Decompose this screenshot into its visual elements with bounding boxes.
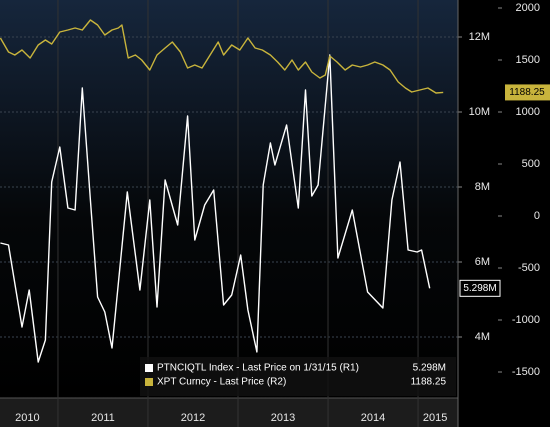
series-layer	[0, 19, 444, 363]
legend-value: 1188.25	[411, 377, 447, 388]
axis-background	[458, 0, 550, 427]
legend-box	[140, 357, 456, 396]
legend-label: XPT Curncy - Last Price (R2)	[157, 377, 286, 388]
legend-swatch	[145, 378, 153, 386]
grid	[0, 0, 458, 427]
y-tick-label: 12M	[469, 31, 490, 43]
y2-tick-label: -1500	[512, 366, 540, 378]
x-tick-label: 2015	[423, 412, 447, 424]
legend-label: PTNCIQTL Index - Last Price on 1/31/15 (…	[157, 363, 359, 374]
y2-tick-label: 500	[522, 158, 540, 170]
x-tick-label: 2014	[361, 412, 385, 424]
y2-tick-label: 1000	[516, 106, 540, 118]
y2-tick-label: -1000	[512, 314, 540, 326]
axes: 4M 6M 8M 10M 12M -1500 -1000 -500 0 500 1000 1500 20…	[15, 0, 550, 427]
legend-swatch	[145, 364, 153, 372]
series-line	[0, 54, 431, 363]
last-value-flag	[459, 279, 501, 297]
last-value-label: 1188.25	[509, 87, 545, 98]
y2-tick-label: -500	[518, 262, 540, 274]
y-tick-label: 10M	[469, 106, 490, 118]
x-tick-label: 2010	[15, 412, 39, 424]
y2-tick-label: 2000	[516, 2, 540, 14]
x-tick-label: 2011	[91, 412, 115, 424]
y-tick-label: 6M	[475, 256, 490, 268]
y2-tick-label: 1500	[516, 54, 540, 66]
y2-tick-label: 0	[534, 210, 540, 222]
x-axis-band	[0, 398, 458, 427]
x-tick-label: 2012	[181, 412, 205, 424]
legend: PTNCIQTL Index - Last Price on 1/31/15 (…	[140, 357, 456, 396]
x-tick-label: 2013	[271, 412, 295, 424]
y-tick-label: 4M	[475, 331, 490, 343]
last-value-label: 5.298M	[463, 283, 496, 294]
series-line	[0, 19, 444, 94]
last-value-flag	[505, 84, 550, 101]
y-tick-label: 8M	[475, 181, 490, 193]
legend-value: 5.298M	[413, 363, 446, 374]
plot-background	[0, 0, 458, 398]
